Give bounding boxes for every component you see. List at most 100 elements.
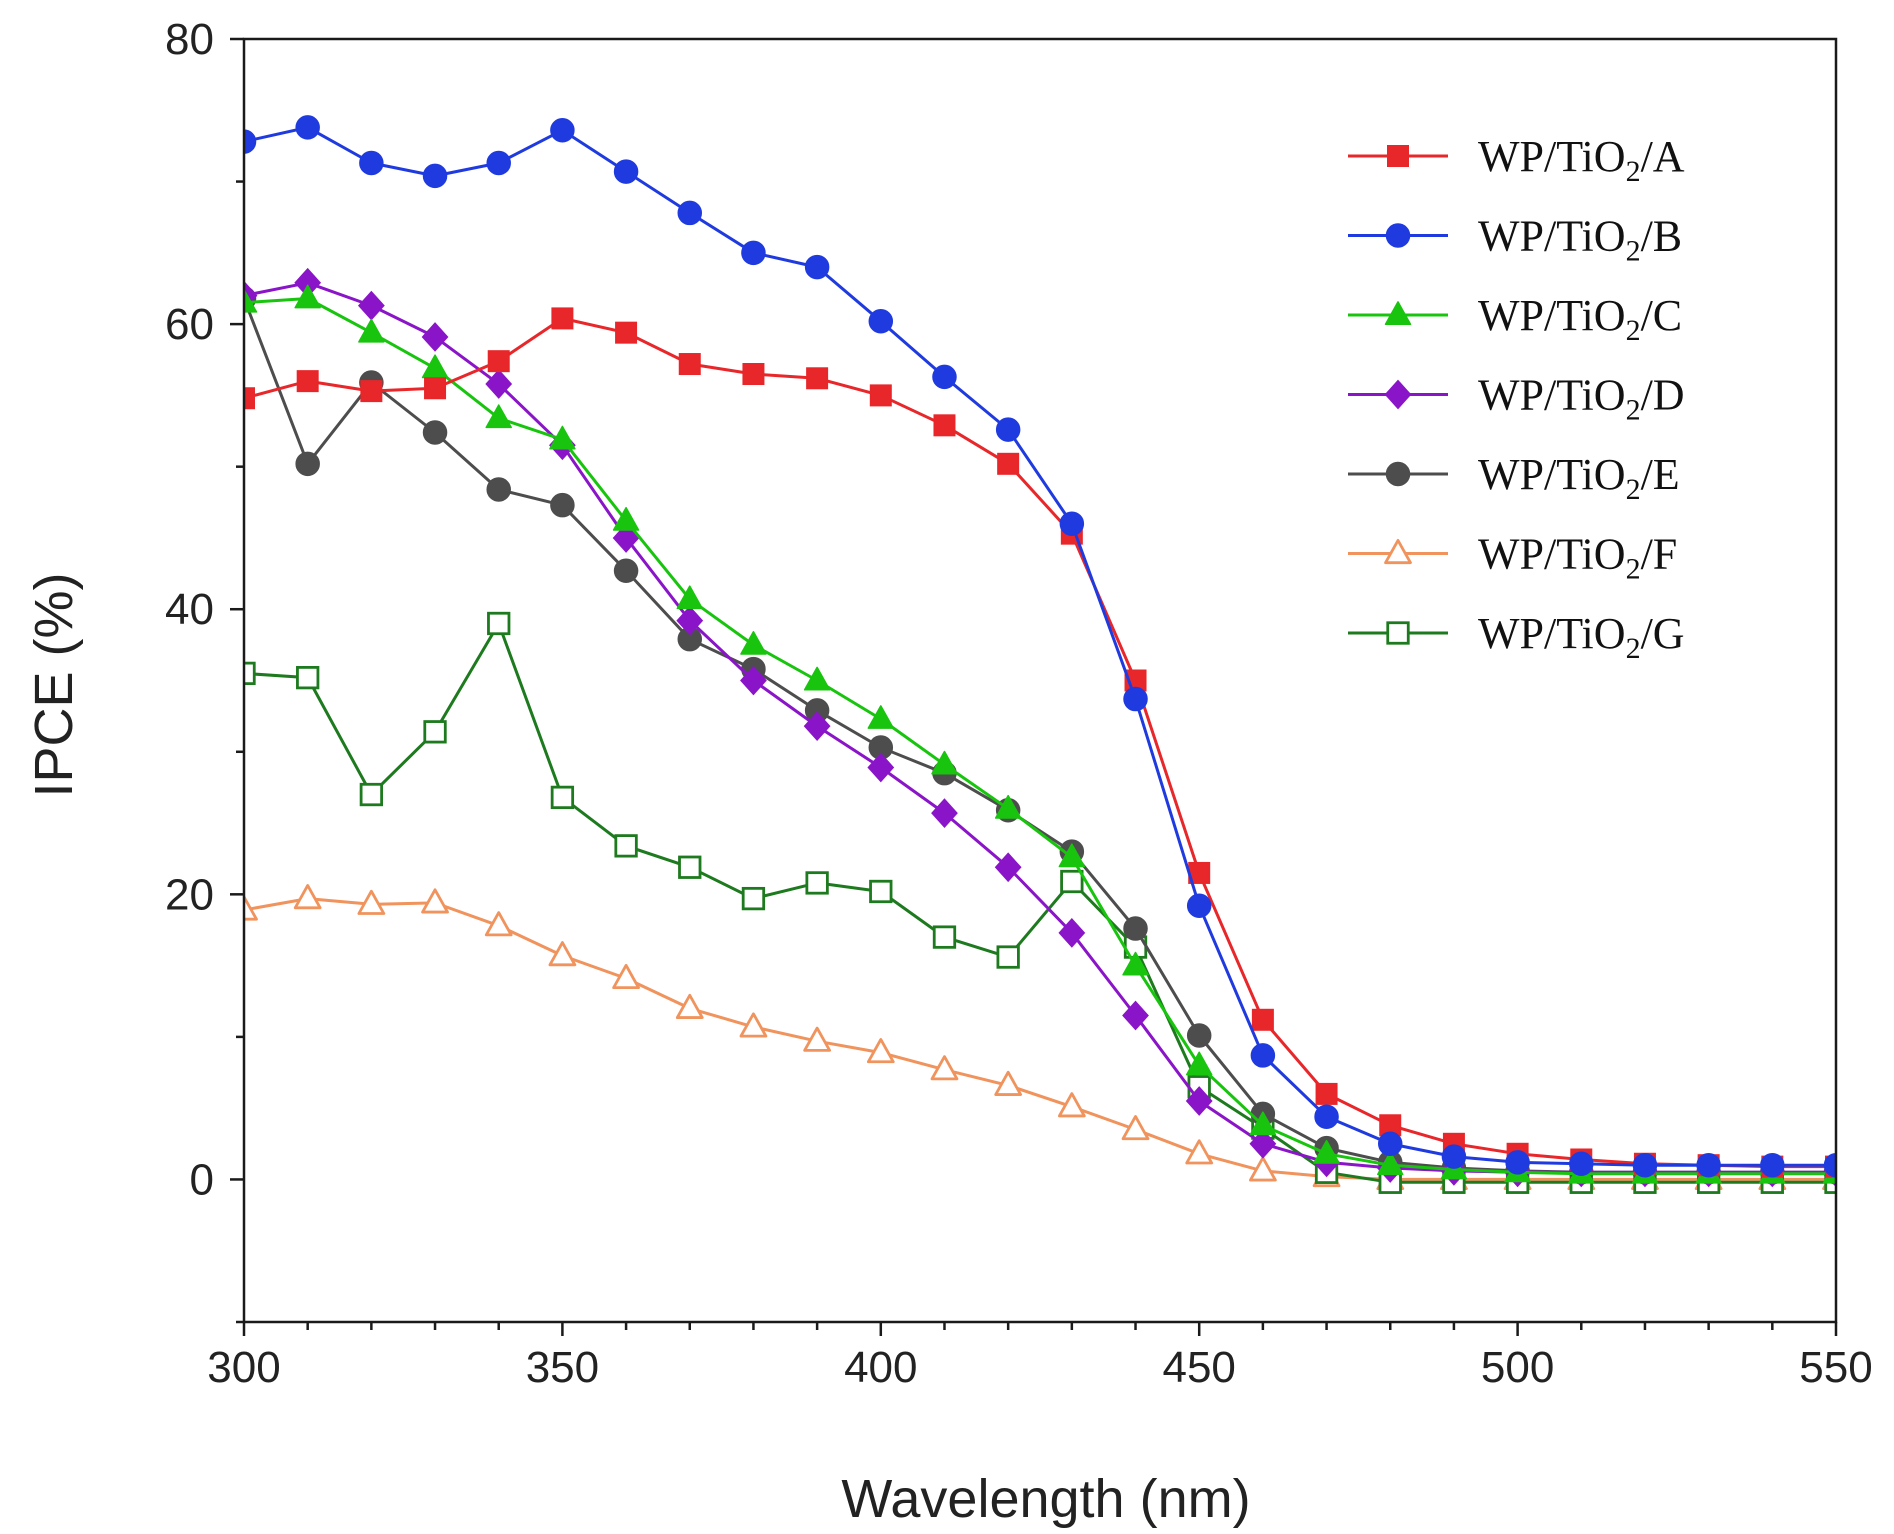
series-a-point xyxy=(424,377,447,400)
series-b-point xyxy=(1314,1104,1339,1129)
legend-item-b: WP/TiO2/B xyxy=(1348,212,1682,268)
series-d-point xyxy=(931,798,958,828)
series-d-point xyxy=(994,852,1022,883)
series-c-point xyxy=(676,585,703,610)
y-tick-label: 40 xyxy=(165,585,214,634)
legend-item-c-marker xyxy=(1384,301,1412,325)
x-tick-label: 350 xyxy=(526,1343,599,1392)
series-b-point xyxy=(677,200,703,226)
series-d-point xyxy=(867,752,895,783)
series-a-point xyxy=(997,452,1020,475)
legend-item-a-label: WP/TiO2/A xyxy=(1478,132,1685,188)
series-c-point xyxy=(1249,1111,1277,1136)
series-g-point xyxy=(869,879,893,904)
series-b-point xyxy=(868,309,894,334)
series-a-point xyxy=(551,307,574,330)
series-f-point xyxy=(1121,1115,1150,1141)
series-d-point xyxy=(612,523,640,553)
series-f-point xyxy=(421,888,449,914)
series-a-point xyxy=(678,353,701,376)
series-f-point xyxy=(357,889,386,915)
legend-item-d-marker xyxy=(1384,379,1412,410)
series-f-point xyxy=(803,1026,831,1052)
series-e-point xyxy=(295,451,320,477)
series-b-point xyxy=(1186,893,1212,918)
series-b-point xyxy=(1123,686,1148,712)
series-g-point xyxy=(741,886,766,911)
legend-item-b-label: WP/TiO2/B xyxy=(1478,212,1682,268)
legend-item-f-marker xyxy=(1384,538,1412,565)
legend-item-a-marker xyxy=(1387,145,1409,167)
series-d-point xyxy=(1058,917,1086,948)
series-g-point xyxy=(487,611,511,636)
series-b-point xyxy=(613,159,639,184)
series-g-point xyxy=(678,855,702,879)
series-a-point xyxy=(933,414,956,437)
legend-item-d-label: WP/TiO2/D xyxy=(1478,371,1685,427)
x-tick-label: 400 xyxy=(844,1343,917,1392)
x-tick-label: 450 xyxy=(1162,1343,1235,1392)
series-a-point xyxy=(806,367,829,390)
series-b-point xyxy=(1569,1151,1594,1177)
series-c-point xyxy=(1313,1139,1340,1164)
series-e-point xyxy=(550,492,575,518)
series-f-point xyxy=(739,1012,768,1038)
series-b-point xyxy=(1505,1150,1530,1175)
series-layer xyxy=(244,115,1836,1194)
legend-item-e-marker xyxy=(1385,461,1411,487)
x-axis-label: Wavelength (nm) xyxy=(841,1469,1250,1529)
series-c-point xyxy=(294,284,321,309)
y-tick-label: 20 xyxy=(165,870,214,919)
series-c-point xyxy=(485,404,512,429)
series-a-point xyxy=(742,363,765,386)
series-b-point xyxy=(932,364,957,390)
series-f-point xyxy=(1057,1092,1086,1118)
y-axis-label: IPCE (%) xyxy=(24,572,84,797)
legend-item-e: WP/TiO2/E xyxy=(1348,450,1680,506)
series-c-point xyxy=(740,630,767,655)
series-g-point xyxy=(996,945,1020,969)
series-c-line xyxy=(244,297,1836,1176)
series-f-point xyxy=(484,911,513,937)
series-g-point xyxy=(359,782,384,807)
legend-item-g: WP/TiO2/G xyxy=(1348,609,1685,665)
series-b-point xyxy=(741,240,766,266)
series-a-point xyxy=(244,387,255,410)
series-b-point xyxy=(422,163,448,189)
series-a-point xyxy=(487,350,510,373)
series-g-point xyxy=(296,665,320,690)
series-c-point xyxy=(1377,1151,1404,1176)
series-d-point xyxy=(485,369,513,399)
series-d-point xyxy=(1249,1128,1277,1159)
series-c-point xyxy=(867,705,895,729)
y-tick-label: 80 xyxy=(165,15,214,64)
legend-item-a: WP/TiO2/A xyxy=(1348,132,1685,188)
plot-frame xyxy=(242,37,1838,1324)
series-f-point xyxy=(930,1055,959,1081)
series-d-point xyxy=(1185,1086,1213,1116)
series-c-point xyxy=(931,750,958,775)
legend-item-f: WP/TiO2/F xyxy=(1348,530,1677,586)
series-g-point xyxy=(805,871,829,895)
series-b-point xyxy=(486,150,511,176)
series-c-point xyxy=(549,425,576,450)
series-f-point xyxy=(1185,1139,1214,1165)
legend-item-c-label: WP/TiO2/C xyxy=(1478,291,1682,347)
legend-item-e-label: WP/TiO2/E xyxy=(1478,450,1680,506)
axes-layer: 300 350 400 450 500 550 0 20 40 60 80 xyxy=(165,15,1873,1392)
series-g-point xyxy=(932,925,957,949)
series-d-point xyxy=(740,665,767,696)
legend-item-b-marker xyxy=(1385,223,1411,248)
series-g-point xyxy=(1060,869,1084,894)
legend: WP/TiO2/A WP/TiO2/B WP/TiO2/C WP/TiO2/D WP/T… xyxy=(1348,132,1685,665)
series-g-point xyxy=(423,720,447,744)
series-g-point xyxy=(614,834,638,858)
series-f-point xyxy=(675,993,704,1019)
series-c-point xyxy=(994,794,1022,819)
series-f-point xyxy=(994,1070,1023,1096)
series-b-point xyxy=(1760,1152,1785,1178)
series-b-point xyxy=(804,254,830,280)
y-tick-label: 0 xyxy=(190,1155,214,1204)
series-b-point xyxy=(244,129,257,154)
